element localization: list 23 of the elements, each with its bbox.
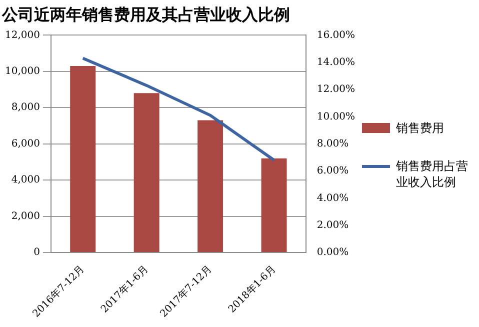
y-tick-label: 0 bbox=[34, 247, 40, 258]
bar bbox=[134, 93, 160, 252]
y-tick-label: 12,000 bbox=[4, 30, 40, 41]
legend-label: 销售费用占营业收入比例 bbox=[396, 158, 469, 190]
y-tick-label: 2,000 bbox=[11, 210, 40, 222]
y-tick-label: 10,000 bbox=[4, 66, 40, 78]
chart-title: 公司近两年销售费用及其占营业收入比例 bbox=[1, 4, 290, 24]
y2-tick-label: 0.00% bbox=[316, 247, 349, 258]
y2-tick-label: 6.00% bbox=[316, 166, 349, 177]
y2-tick-label: 4.00% bbox=[316, 192, 349, 204]
bar bbox=[70, 66, 96, 252]
y2-tick-label: 16.00% bbox=[316, 30, 356, 41]
bar bbox=[198, 120, 224, 252]
y2-tick-label: 2.00% bbox=[316, 220, 349, 231]
y2-tick-label: 12.00% bbox=[316, 84, 356, 96]
y2-tick-label: 8.00% bbox=[316, 138, 349, 150]
y-tick-label: 4,000 bbox=[11, 174, 40, 186]
bar bbox=[261, 158, 287, 252]
y2-tick-label: 10.00% bbox=[316, 111, 356, 122]
y-tick-label: 6,000 bbox=[11, 138, 40, 150]
legend-label: 销售费用 bbox=[396, 120, 444, 136]
y-tick-label: 8,000 bbox=[11, 102, 40, 114]
y2-tick-label: 14.00% bbox=[316, 56, 356, 68]
